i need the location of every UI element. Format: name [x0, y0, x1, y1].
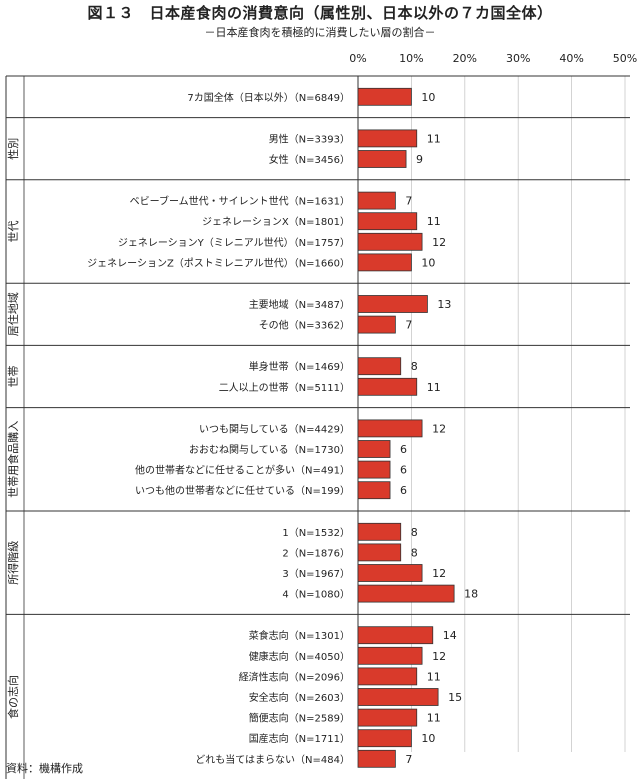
bar [357, 749, 396, 768]
data-label: 10 [421, 732, 435, 745]
group-label: 世代 [7, 221, 20, 243]
category-label: いつも他の世帯者などに任せている（N=199） [135, 484, 350, 497]
category-label: その他（N=3362） [259, 319, 350, 332]
bar [357, 440, 391, 458]
bar [357, 87, 412, 106]
x-tick-label: 0% [349, 52, 366, 65]
data-label: 7 [405, 319, 412, 332]
bar [357, 584, 455, 603]
category-label: 3（N=1967） [282, 568, 350, 580]
category-label: いつも関与している（N=4429） [199, 423, 350, 435]
bar [357, 191, 396, 210]
bar [357, 543, 402, 562]
source-note: 資料：機構作成 [6, 762, 83, 775]
bar [357, 667, 418, 686]
category-label: 簡便志向（N=2589） [249, 712, 350, 725]
category-label: 主要地域（N=3487） [249, 298, 350, 311]
data-label: 12 [432, 650, 446, 663]
group-label: 所得階級 [6, 541, 20, 585]
bar [357, 377, 418, 396]
category-label: ベビーブーム世代・サイレント世代（N=1631） [130, 195, 350, 208]
data-label: 8 [411, 546, 418, 559]
bar [357, 481, 391, 500]
group-label: 世帯 [7, 366, 20, 388]
x-tick-label: 30% [506, 52, 530, 65]
x-tick-label: 40% [559, 52, 583, 65]
bar [357, 729, 412, 748]
data-label: 15 [448, 691, 462, 704]
category-label: 7カ国全体（日本以外）（N=6849） [187, 91, 350, 104]
data-label: 12 [432, 236, 446, 249]
data-label: 14 [443, 629, 457, 642]
bar [357, 129, 418, 148]
data-label: 8 [411, 526, 418, 539]
category-label: 菜食志向（N=1301） [249, 629, 350, 642]
bar [357, 646, 423, 665]
category-label: 国産志向（N=1711） [249, 732, 350, 745]
bar [357, 460, 391, 479]
bar [357, 522, 402, 541]
category-label: 4（N=1080） [282, 589, 350, 601]
category-label: 経済性志向（N=2096） [239, 670, 350, 683]
data-label: 10 [421, 256, 435, 269]
bar [357, 150, 407, 168]
data-label: 12 [432, 422, 446, 435]
data-label: 7 [405, 753, 412, 766]
bar [357, 419, 423, 438]
chart-title: 図１３ 日本産食肉の消費意向（属性別、日本以外の７カ国全体） [87, 4, 553, 22]
bar [357, 232, 423, 251]
group-label: 性別 [6, 138, 20, 160]
bar [357, 564, 423, 582]
data-label: 6 [400, 464, 407, 477]
category-label: 女性（N=3456） [269, 153, 350, 166]
data-label: 10 [421, 91, 435, 104]
bar [357, 708, 418, 727]
chart-subtitle: －日本産食肉を積極的に消費したい層の割合－ [204, 26, 436, 39]
category-label: 単身世帯（N=1469） [249, 360, 350, 373]
x-tick-label: 10% [399, 52, 423, 65]
category-label: 1（N=1532） [282, 527, 350, 539]
data-label: 11 [427, 215, 441, 228]
bar [357, 315, 396, 334]
data-label: 13 [437, 298, 451, 311]
category-label: どれも当てはまらない（N=484） [195, 753, 350, 766]
category-label: おおむね関与している（N=1730） [189, 444, 350, 456]
data-label: 12 [432, 567, 446, 580]
category-label: 2（N=1876） [282, 547, 350, 559]
data-label: 18 [464, 588, 478, 601]
data-label: 11 [427, 712, 441, 725]
data-label: 6 [400, 484, 407, 497]
group-label: 食の志向 [6, 675, 20, 719]
bar [357, 626, 434, 645]
bar [357, 212, 418, 231]
category-label: ジェネレーションZ（ポストミレニアル世代）（N=1660） [87, 257, 350, 269]
x-tick-label: 50% [613, 52, 637, 65]
category-label: 男性（N=3393） [269, 132, 350, 145]
data-label: 11 [427, 670, 441, 683]
bar [357, 253, 412, 272]
group-label: 居住地域 [6, 292, 20, 336]
data-label: 11 [427, 132, 441, 145]
category-label: ジェネレーションY（ミレニアル世代）（N=1757） [118, 237, 350, 249]
data-label: 6 [400, 443, 407, 456]
bar [357, 295, 428, 313]
category-label: 二人以上の世帯（N=5111） [219, 381, 350, 394]
group-label: 世帯用食品購入 [6, 421, 20, 498]
category-label: 他の世帯者などに任せることが多い（N=491） [135, 464, 350, 477]
x-tick-label: 20% [453, 52, 477, 65]
bar [357, 688, 439, 706]
data-label: 9 [416, 153, 423, 166]
category-label: ジェネレーションX（N=1801） [202, 216, 350, 228]
data-label: 8 [411, 360, 418, 373]
category-label: 健康志向（N=4050） [249, 650, 350, 663]
data-label: 11 [427, 381, 441, 394]
bar [357, 357, 402, 376]
data-label: 7 [405, 195, 412, 208]
category-label: 安全志向（N=2603） [249, 691, 350, 704]
